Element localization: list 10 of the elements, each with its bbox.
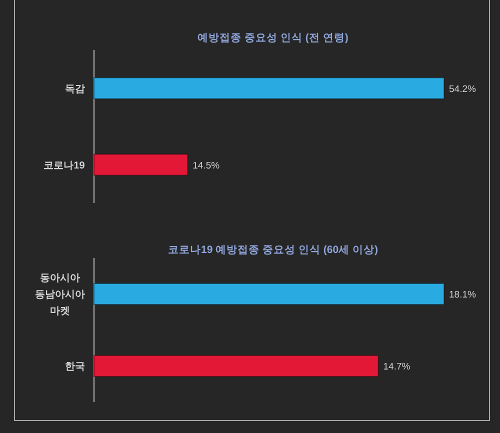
y-tick-label: 독감 bbox=[65, 84, 85, 95]
data-label: 14.7% bbox=[383, 362, 411, 372]
y-tick-label: 한국 bbox=[65, 362, 85, 372]
data-label: 14.5% bbox=[192, 160, 220, 172]
chart-title: 코로나19 예방접종 중요성 인식 (60세 이상) bbox=[168, 244, 378, 256]
data-label: 54.2% bbox=[449, 84, 476, 95]
chart-title: 예방접종 중요성 인식 (전 연령) bbox=[198, 32, 348, 44]
y-tick-label: 동아시아 동남아시아 마켓 bbox=[35, 273, 85, 317]
y-tick-label: 코로나19 bbox=[44, 160, 86, 172]
data-label: 18.1% bbox=[449, 290, 476, 300]
